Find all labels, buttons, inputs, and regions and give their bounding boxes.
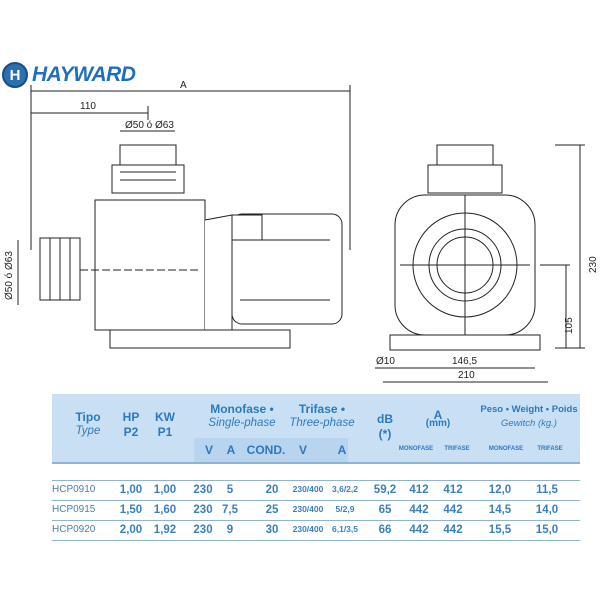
front-view: 230 105 Ø10 146,5 210	[375, 144, 599, 383]
brand-name: HAYWARD	[32, 63, 136, 86]
cell-hp: 1,50	[119, 504, 143, 516]
cell-cond: 20	[265, 484, 279, 496]
h-db2: (*)	[378, 427, 392, 441]
table-header: Tipo Type HP P2 KW P1 Monofase • Single-…	[52, 394, 580, 462]
logo-h-icon: H	[2, 62, 28, 88]
sub-v2: V	[298, 443, 307, 457]
h-p2: P2	[123, 425, 139, 439]
h-db: dB	[377, 412, 393, 426]
h-peso: Peso • Weight • Poids	[480, 404, 578, 415]
h-single: Single-phase	[208, 417, 276, 429]
cell-kw: 1,92	[153, 524, 177, 536]
sub-mono: MONOFASE	[398, 446, 434, 452]
hayward-logo: H HAYWARD	[2, 62, 136, 88]
h-a: A	[433, 408, 443, 422]
cell-a3: 3,6/2,2	[332, 484, 358, 494]
cell-wt: 14,0	[535, 504, 559, 516]
cell-am: 412	[409, 484, 429, 496]
h-kw: KW	[155, 410, 175, 424]
dim-a-label: A	[180, 80, 187, 91]
cell-a3: 6,1/3,5	[332, 524, 358, 534]
dim-105-label: 105	[564, 317, 575, 334]
cell-at: 412	[443, 484, 463, 496]
h-hp: HP	[122, 410, 140, 424]
cell-a: 5	[226, 484, 234, 496]
cell-wm: 12,0	[488, 484, 512, 496]
sub-a2: A	[337, 443, 347, 457]
cell-a: 9	[226, 524, 234, 536]
cell-type: HCP0915	[52, 504, 96, 515]
cell-am: 442	[409, 504, 429, 516]
cell-hp: 1,00	[119, 484, 143, 496]
cell-am: 442	[409, 524, 429, 536]
cell-a: 7,5	[222, 504, 238, 516]
dim-d10-label: Ø10	[376, 356, 395, 367]
cell-v3: 230/400	[292, 484, 324, 494]
dim-110-label: 110	[80, 101, 96, 112]
sub-tri2: TRIFASE	[537, 446, 563, 452]
h-gew: Gewitch (kg.)	[501, 418, 557, 429]
h-mm: (mm)	[425, 418, 451, 429]
table-row: HCP0910 1,00 1,00 230 5 20 230/400 3,6/2,2 59,2 4…	[52, 480, 580, 500]
cell-v3: 230/400	[292, 504, 324, 514]
dim-146-label: 146,5	[452, 356, 477, 367]
dim-230-label: 230	[588, 256, 599, 273]
h-mono: Monofase •	[210, 402, 274, 416]
cell-a3: 5/2,9	[335, 504, 355, 514]
cell-v: 230	[193, 484, 213, 496]
cell-db: 59,2	[373, 484, 397, 496]
cell-kw: 1,00	[153, 484, 177, 496]
cell-kw: 1,60	[153, 504, 177, 516]
h-type: Type	[75, 425, 101, 437]
cell-hp: 2,00	[119, 524, 143, 536]
sub-v: V	[204, 443, 213, 457]
h-tri: Trifase •	[298, 402, 346, 416]
technical-drawing: A 110 Ø50 ó Ø63 Ø50 ó Ø63 230 105 Ø10 14…	[4, 80, 599, 383]
cell-v: 230	[193, 524, 213, 536]
dim-side-port-label: Ø50 ó Ø63	[4, 251, 15, 300]
sub-a: A	[226, 443, 236, 457]
sub-mono2: MONOFASE	[488, 446, 524, 452]
side-view: A 110 Ø50 ó Ø63 Ø50 ó Ø63	[4, 80, 351, 349]
h-three: Three-phase	[289, 417, 355, 429]
cell-wm: 14,5	[488, 504, 512, 516]
cell-v: 230	[193, 504, 213, 516]
cell-wt: 11,5	[536, 484, 558, 496]
cell-db: 66	[378, 524, 392, 536]
cell-cond: 25	[265, 504, 279, 516]
cell-wm: 15,5	[488, 524, 512, 536]
dim-top-port-label: Ø50 ó Ø63	[125, 120, 174, 131]
sub-tri: TRIFASE	[444, 446, 470, 452]
cell-type: HCP0910	[52, 484, 96, 495]
table-bottom-rule	[52, 540, 580, 541]
cell-at: 442	[443, 504, 463, 516]
cell-db: 65	[378, 504, 392, 516]
spec-table: Tipo Type HP P2 KW P1 Monofase • Single-…	[52, 394, 580, 541]
dim-210-label: 210	[458, 370, 475, 381]
table-row: HCP0920 2,00 1,92 230 9 30 230/400 6,1/3,5 66 442…	[52, 520, 580, 540]
h-tipo: Tipo	[75, 410, 101, 424]
cell-cond: 30	[265, 524, 279, 536]
cell-at: 442	[443, 524, 463, 536]
cell-type: HCP0920	[52, 524, 96, 535]
cell-wt: 15,0	[535, 524, 559, 536]
sub-cond: COND.	[246, 443, 286, 457]
cell-v3: 230/400	[292, 524, 324, 534]
h-p1: P1	[157, 425, 173, 439]
table-row: HCP0915 1,50 1,60 230 7,5 25 230/400 5/2,9 65 442…	[52, 500, 580, 520]
